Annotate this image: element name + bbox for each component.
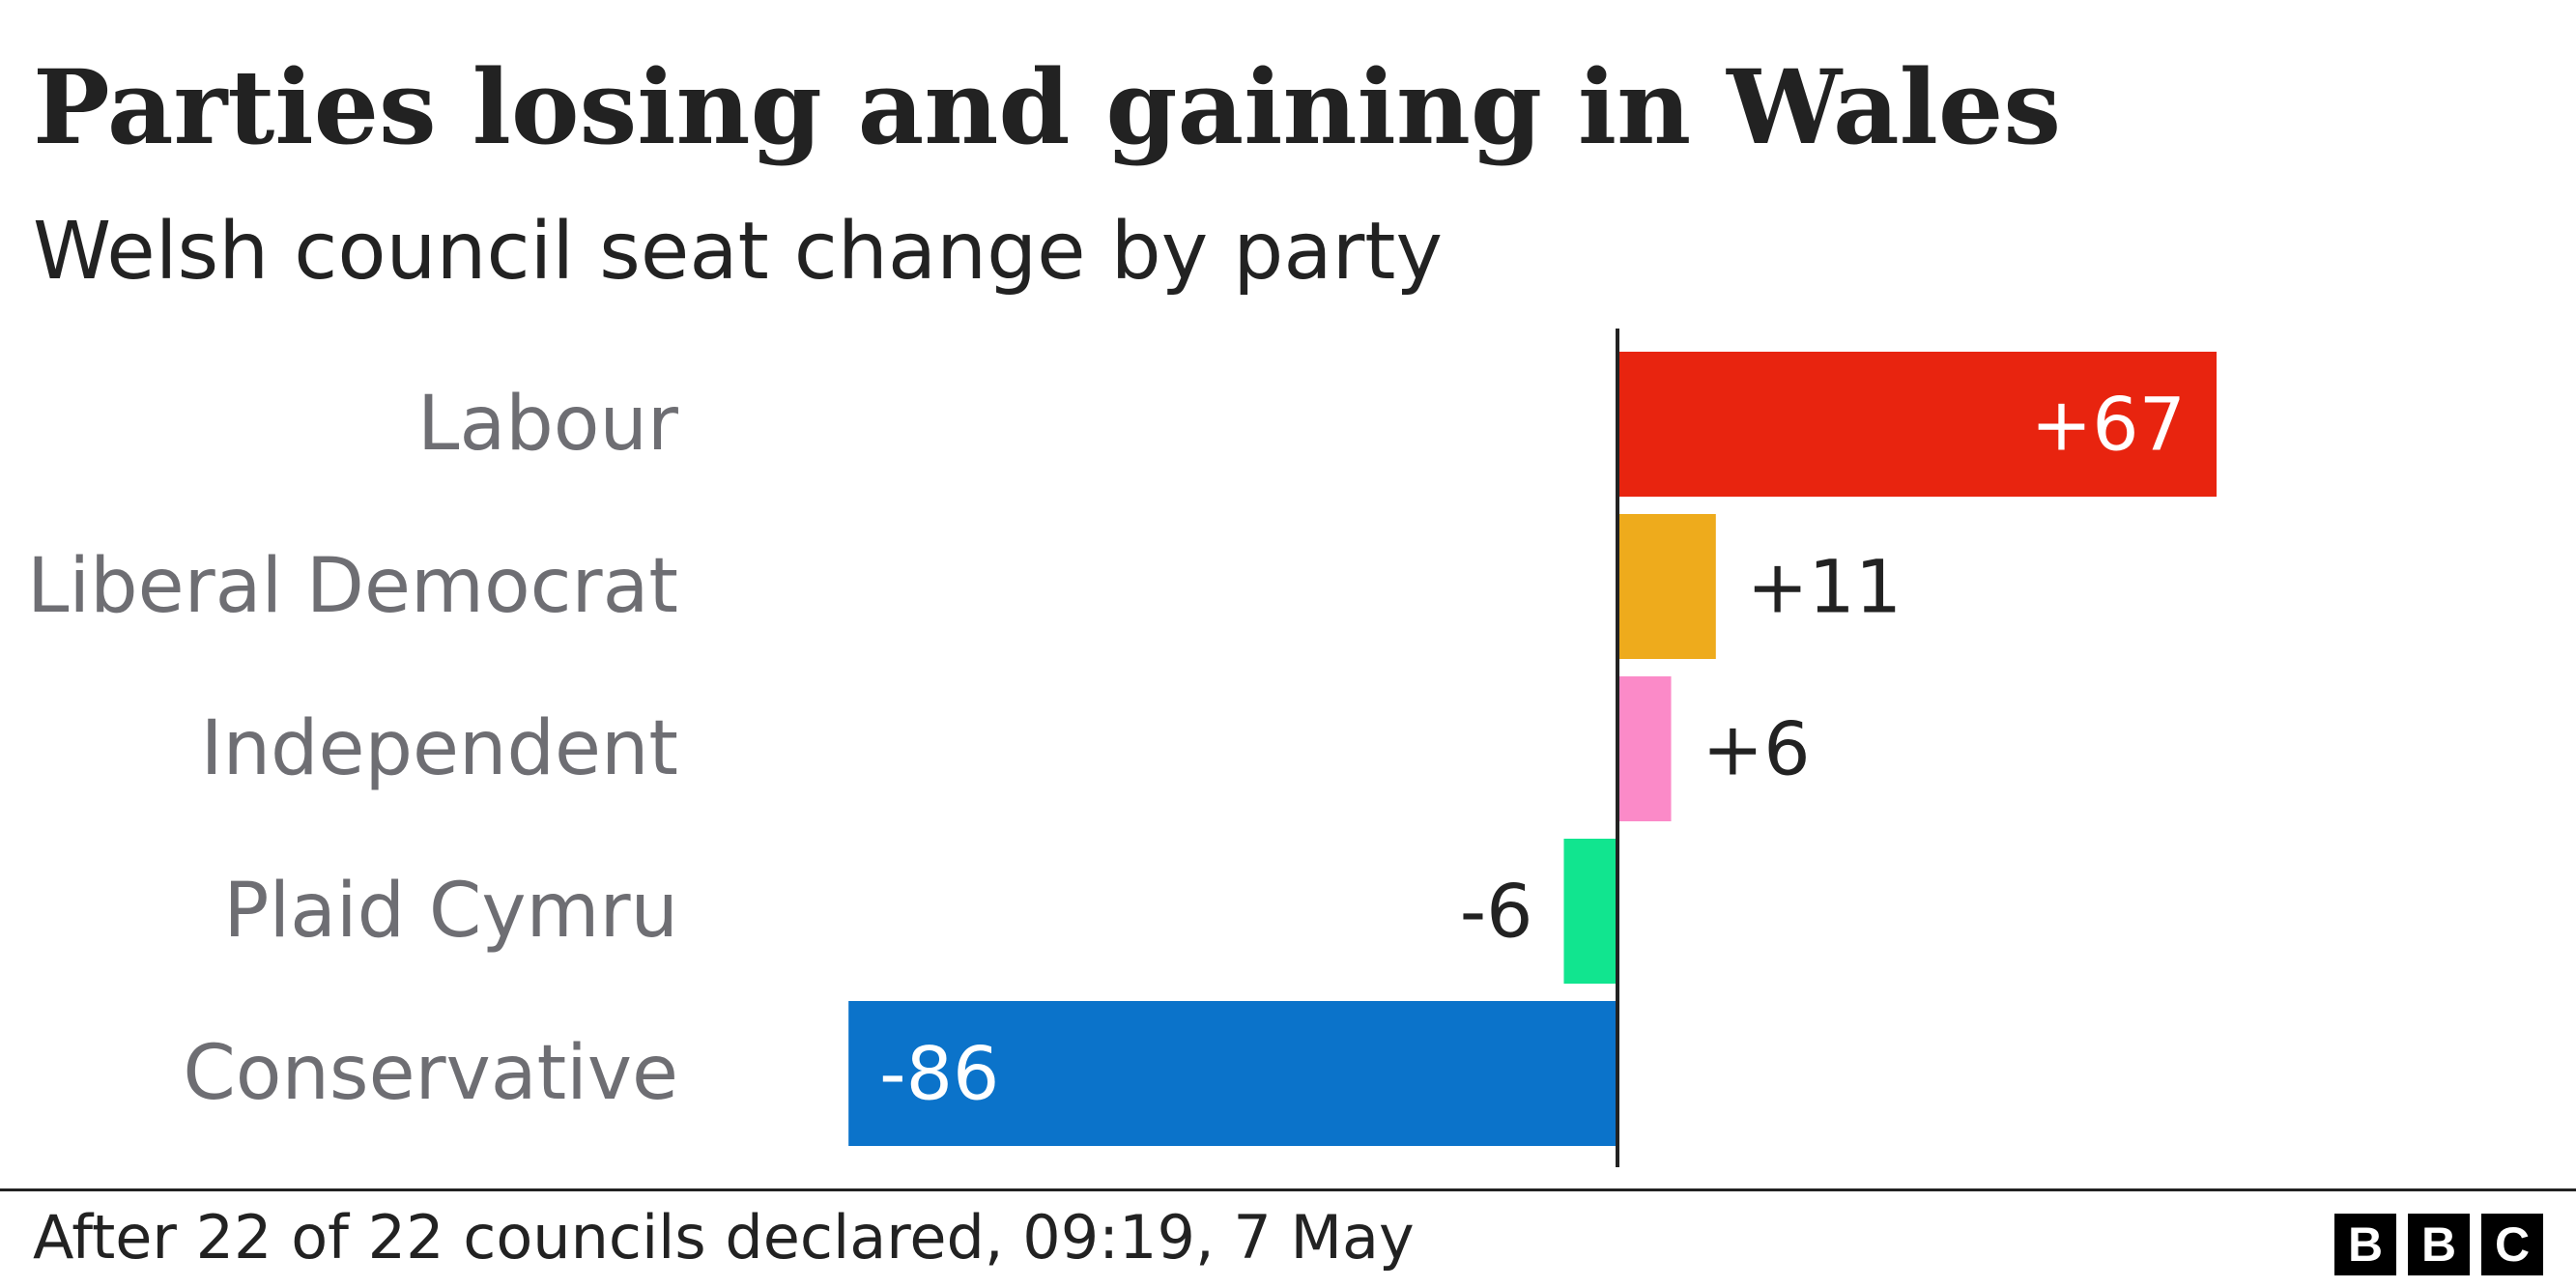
footer-divider xyxy=(0,1188,2576,1191)
data-label: -6 xyxy=(1460,869,1533,955)
data-label: +67 xyxy=(2031,382,2186,468)
data-label: +6 xyxy=(1703,706,1811,792)
bar-chart: Labour +67 Liberal Democrat +11 Independent +… xyxy=(27,329,2217,1167)
bar-independent xyxy=(1617,676,1672,821)
category-label: Conservative xyxy=(183,1030,678,1117)
logo-letter: B xyxy=(2408,1214,2470,1275)
bar-conservative xyxy=(848,1001,1617,1146)
category-label: Plaid Cymru xyxy=(223,868,678,955)
footer-note: After 22 of 22 councils declared, 09:19,… xyxy=(33,1202,1415,1273)
chart-subtitle: Welsh council seat change by party xyxy=(33,206,1443,298)
bbc-logo: B B C xyxy=(2334,1214,2543,1275)
data-label: -86 xyxy=(879,1031,999,1117)
category-label: Labour xyxy=(417,381,679,468)
category-label: Liberal Democrat xyxy=(27,543,678,630)
logo-letter: B xyxy=(2334,1214,2396,1275)
bar-labour xyxy=(1617,352,2217,497)
category-label: Independent xyxy=(201,705,678,792)
bar-plaid-cymru xyxy=(1563,839,1617,984)
logo-letter: C xyxy=(2481,1214,2543,1275)
data-label: +11 xyxy=(1747,544,1902,630)
bar-liberal-democrat xyxy=(1617,514,1716,659)
chart-title: Parties losing and gaining in Wales xyxy=(33,46,2062,167)
